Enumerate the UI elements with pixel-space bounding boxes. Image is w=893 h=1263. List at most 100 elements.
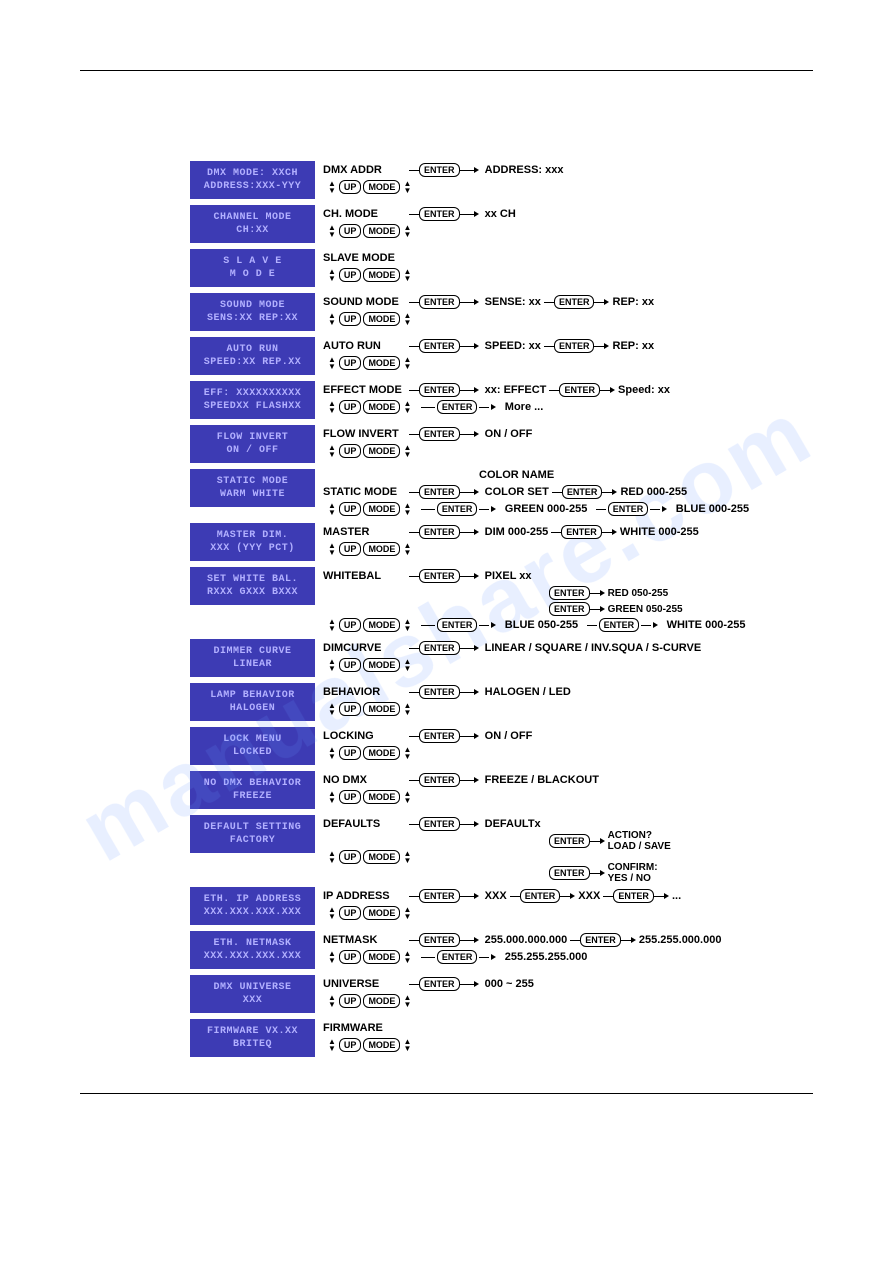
up-down-arrows-icon bbox=[328, 444, 336, 458]
connector bbox=[409, 940, 419, 941]
lcd-line: STATIC MODE bbox=[190, 475, 315, 488]
connector bbox=[603, 896, 613, 897]
nav-line: UPMODE bbox=[327, 541, 833, 557]
arrow-icon bbox=[653, 622, 658, 628]
menu-diagram: DMX MODE: XXCHADDRESS:XXX-YYYDMX ADDRENT… bbox=[0, 161, 893, 1063]
lcd-display: ETH. NETMASKXXX.XXX.XXX.XXX bbox=[190, 931, 315, 969]
up-down-arrows-icon bbox=[403, 850, 411, 864]
connector bbox=[590, 873, 600, 874]
menu-row: STATIC MODEWARM WHITECOLOR NAMESTATIC MO… bbox=[190, 469, 833, 517]
mode-button: MODE bbox=[363, 502, 400, 516]
enter-button: ENTER bbox=[419, 773, 460, 787]
extra-target: ACTION?LOAD / SAVE bbox=[608, 830, 671, 852]
connector bbox=[641, 625, 651, 626]
lcd-line: M O D E bbox=[190, 268, 315, 281]
menu-label: DIMCURVE bbox=[323, 642, 409, 654]
lcd-line: SOUND MODE bbox=[190, 299, 315, 312]
lcd-line: SPEED:XX REP.XX bbox=[190, 356, 315, 369]
target: FREEZE / BLACKOUT bbox=[485, 774, 599, 786]
up-down-arrows-icon bbox=[403, 400, 411, 414]
menu-line: LOCKINGENTER ON / OFF bbox=[323, 727, 833, 745]
menu-line: UNIVERSEENTER 000 ~ 255 bbox=[323, 975, 833, 993]
lcd-line: LOCK MENU bbox=[190, 733, 315, 746]
lcd-display: DEFAULT SETTINGFACTORY bbox=[190, 815, 315, 853]
flow-column: NETMASKENTER 255.000.000.000 ENTER 255.2… bbox=[323, 931, 833, 965]
mode-button: MODE bbox=[363, 1038, 400, 1052]
enter-button: ENTER bbox=[419, 817, 460, 831]
connector bbox=[479, 625, 489, 626]
lcd-line: DMX UNIVERSE bbox=[190, 981, 315, 994]
connector bbox=[460, 824, 474, 825]
up-down-arrows-icon bbox=[328, 906, 336, 920]
nav-line: UPMODE bbox=[327, 223, 833, 239]
nav-line: UPMODE bbox=[327, 355, 833, 371]
lcd-line: EFF: XXXXXXXXXX bbox=[190, 387, 315, 400]
enter-button: ENTER bbox=[520, 889, 561, 903]
rule-bottom bbox=[80, 1093, 813, 1094]
sub-target: 255.255.255.000 bbox=[505, 951, 588, 963]
connector bbox=[409, 492, 419, 493]
up-down-arrows-icon bbox=[328, 180, 336, 194]
connector bbox=[621, 940, 631, 941]
arrow-icon bbox=[491, 622, 496, 628]
sub-target: More ... bbox=[505, 401, 544, 413]
up-down-arrows-icon bbox=[403, 906, 411, 920]
connector bbox=[602, 492, 612, 493]
menu-row: DIMMER CURVELINEARDIMCURVEENTER LINEAR /… bbox=[190, 639, 833, 677]
lcd-line: FIRMWARE VX.XX bbox=[190, 1025, 315, 1038]
menu-row: S L A V EM O D ESLAVE MODEUPMODE bbox=[190, 249, 833, 287]
menu-label: FIRMWARE bbox=[323, 1022, 409, 1034]
enter-button: ENTER bbox=[437, 618, 478, 632]
menu-label: WHITEBAL bbox=[323, 570, 409, 582]
up-down-arrows-icon bbox=[403, 950, 411, 964]
menu-label: STATIC MODE bbox=[323, 486, 409, 498]
lcd-line: ADDRESS:XXX-YYY bbox=[190, 180, 315, 193]
enter-button: ENTER bbox=[419, 427, 460, 441]
target: ON / OFF bbox=[485, 730, 533, 742]
enter-button: ENTER bbox=[549, 602, 590, 616]
mode-button: MODE bbox=[363, 180, 400, 194]
menu-line: NETMASKENTER 255.000.000.000 ENTER 255.2… bbox=[323, 931, 833, 949]
mode-button: MODE bbox=[363, 356, 400, 370]
connector bbox=[544, 302, 554, 303]
up-down-arrows-icon bbox=[403, 790, 411, 804]
sub2-line: ENTER CONFIRM:YES / NO bbox=[549, 865, 833, 881]
lcd-line: DIMMER CURVE bbox=[190, 645, 315, 658]
menu-line: DIMCURVEENTER LINEAR / SQUARE / INV.SQUA… bbox=[323, 639, 833, 657]
target: DEFAULTx bbox=[485, 818, 541, 830]
up-button: UP bbox=[339, 312, 362, 326]
menu-line: STATIC MODEENTER COLOR SET ENTER RED 000… bbox=[323, 483, 833, 501]
menu-line: FLOW INVERTENTER ON / OFF bbox=[323, 425, 833, 443]
lcd-line: AUTO RUN bbox=[190, 343, 315, 356]
enter-button: ENTER bbox=[613, 889, 654, 903]
menu-row: SOUND MODESENS:XX REP:XXSOUND MODEENTER … bbox=[190, 293, 833, 331]
menu-label: BEHAVIOR bbox=[323, 686, 409, 698]
flow-column: SLAVE MODEUPMODE bbox=[323, 249, 833, 283]
enter-button: ENTER bbox=[549, 586, 590, 600]
up-down-arrows-icon bbox=[403, 444, 411, 458]
menu-label: IP ADDRESS bbox=[323, 890, 409, 902]
up-down-arrows-icon bbox=[403, 224, 411, 238]
mode-button: MODE bbox=[363, 702, 400, 716]
menu-line: CH. MODEENTER xx CH bbox=[323, 205, 833, 223]
lcd-line: BRITEQ bbox=[190, 1038, 315, 1051]
up-down-arrows-icon bbox=[328, 502, 336, 516]
flow-column: DIMCURVEENTER LINEAR / SQUARE / INV.SQUA… bbox=[323, 639, 833, 673]
nav-line: UPMODE ENTER GREEN 000-255 ENTER BLUE 00… bbox=[327, 501, 833, 517]
nav-line: UPMODE ENTER More ... bbox=[327, 399, 833, 415]
sub2-target: CONFIRM:YES / NO bbox=[608, 862, 658, 884]
sub-target: BLUE 050-255 bbox=[505, 619, 578, 631]
connector bbox=[460, 984, 474, 985]
flow-column: CH. MODEENTER xx CHUPMODE bbox=[323, 205, 833, 239]
mode-button: MODE bbox=[363, 994, 400, 1008]
up-down-arrows-icon bbox=[328, 1038, 336, 1052]
nav-line: UPMODE bbox=[327, 1037, 833, 1053]
connector bbox=[544, 346, 554, 347]
lcd-line: FACTORY bbox=[190, 834, 315, 847]
connector bbox=[409, 390, 419, 391]
enter-button: ENTER bbox=[549, 834, 590, 848]
flow-column: AUTO RUNENTER SPEED: xx ENTER REP: xxUPM… bbox=[323, 337, 833, 371]
arrow-icon bbox=[491, 404, 496, 410]
up-down-arrows-icon bbox=[328, 618, 336, 632]
target: ADDRESS: xxx bbox=[485, 164, 564, 176]
